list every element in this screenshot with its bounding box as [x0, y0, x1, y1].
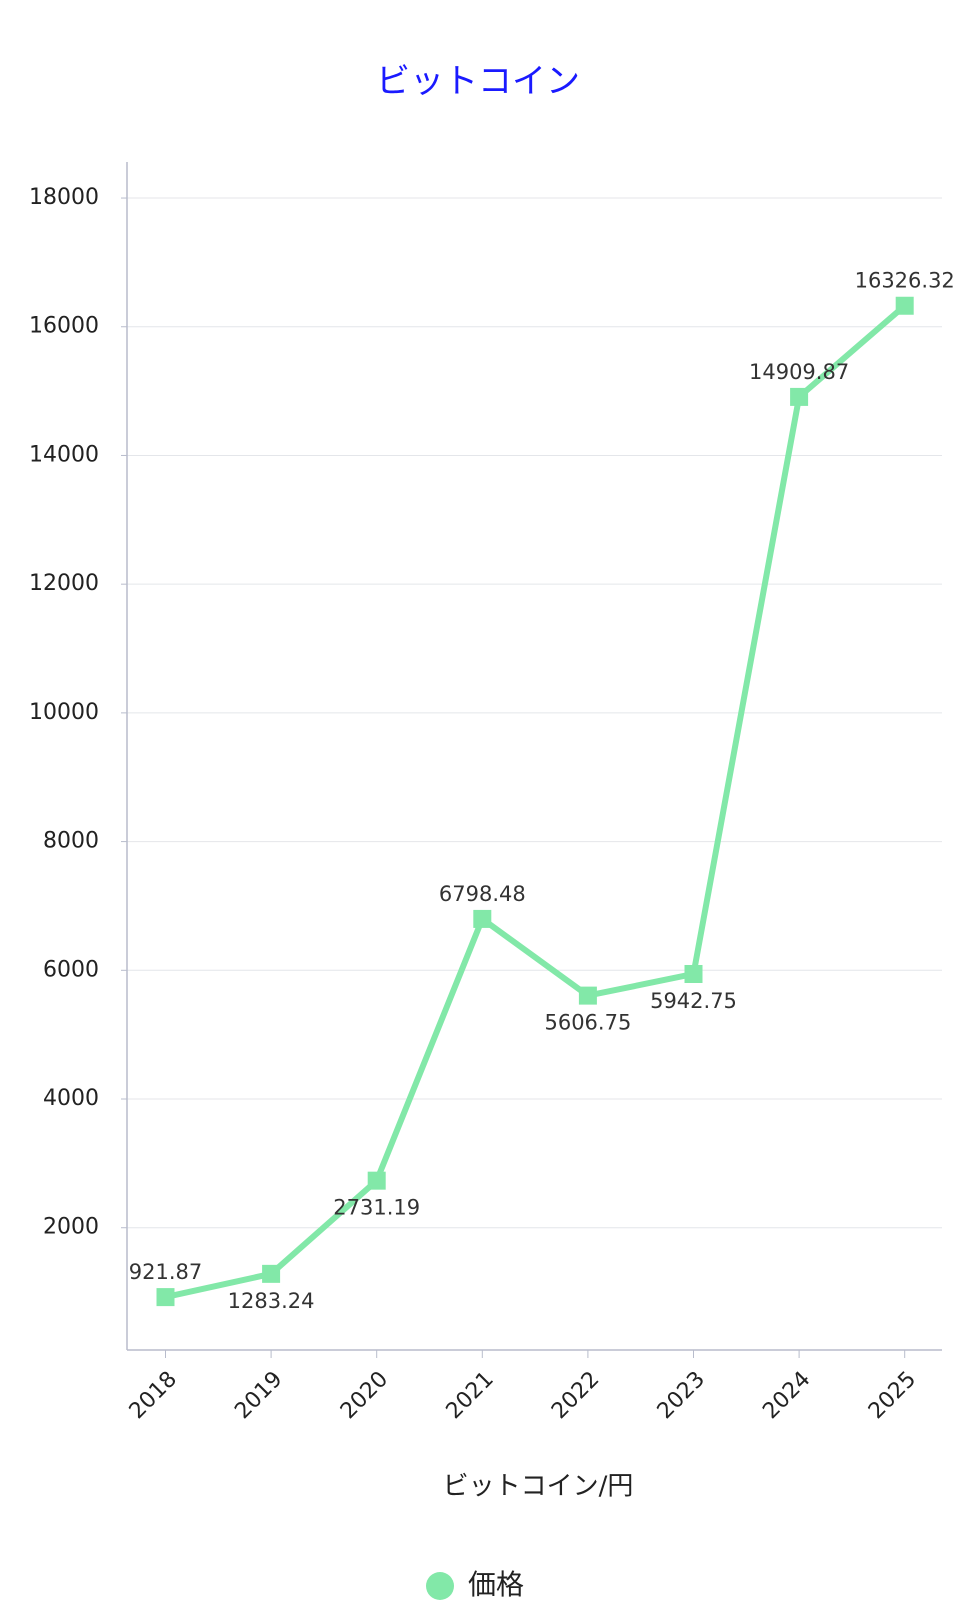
data-label: 16326.32 [855, 269, 955, 293]
x-tick-label: 2022 [547, 1367, 604, 1424]
y-tick-label: 8000 [43, 829, 99, 854]
y-tick-label: 18000 [29, 185, 99, 210]
point [473, 909, 492, 928]
data-label: 14909.87 [749, 360, 849, 384]
y-tick-label: 14000 [29, 442, 99, 467]
point [262, 1264, 281, 1283]
point [790, 387, 809, 406]
x-tick-label: 2024 [758, 1367, 815, 1424]
x-tick-label: 2021 [442, 1367, 499, 1424]
point [156, 1288, 175, 1307]
x-tick-label: 2020 [336, 1367, 393, 1424]
point [578, 986, 597, 1005]
chart-title: ビットコイン [376, 62, 580, 102]
x-tick-label: 2025 [864, 1367, 921, 1424]
x-axis-title: ビットコイン/円 [443, 1472, 634, 1502]
point [895, 296, 914, 315]
data-label: 921.87 [129, 1260, 202, 1284]
y-tick-label: 10000 [29, 700, 99, 725]
legend-label: 価格 [468, 1568, 524, 1601]
y-tick-label: 16000 [29, 314, 99, 339]
y-tick-label: 12000 [29, 571, 99, 596]
point [684, 964, 703, 983]
data-label: 6798.48 [439, 882, 526, 906]
x-tick-label: 2023 [653, 1367, 710, 1424]
y-tick-label: 6000 [43, 957, 99, 982]
line [164, 303, 907, 1301]
x-tick-label: 2018 [125, 1367, 182, 1424]
y-tick-label: 2000 [43, 1215, 99, 1240]
data-label: 5606.75 [544, 1011, 631, 1035]
y-tick-label: 4000 [43, 1086, 99, 1111]
x-tick-label: 2019 [230, 1367, 287, 1424]
legend-marker [426, 1572, 454, 1600]
point [367, 1171, 386, 1190]
data-label: 2731.19 [333, 1196, 420, 1220]
data-label: 5942.75 [650, 989, 737, 1013]
data-label: 1283.24 [228, 1289, 315, 1313]
